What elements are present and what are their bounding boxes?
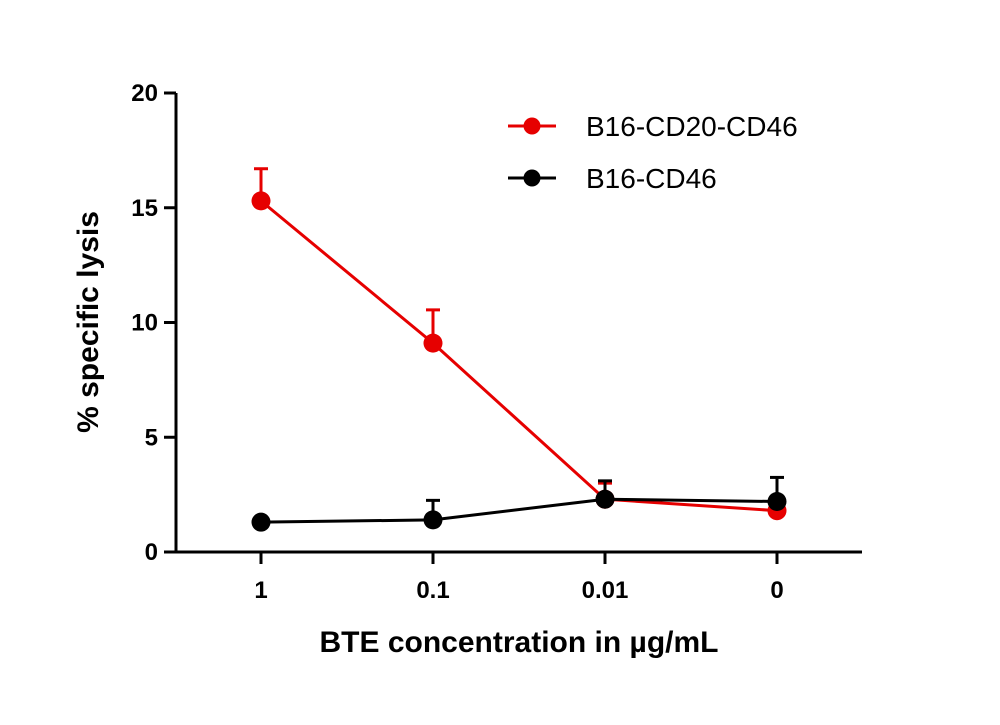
x-tick-label: 0.1 [416,577,449,604]
x-tick-label: 0.01 [582,577,629,604]
y-ticks: 0 5 10 15 20 [131,80,176,566]
y-tick-label: 15 [131,195,158,222]
y-tick-label: 5 [145,424,158,451]
x-axis-title: BTE concentration in µg/mL [320,626,719,659]
y-axis-title: % specific lysis [72,211,105,433]
x-ticks: 1 0.1 0.01 0 [254,552,784,604]
legend-item-b16-cd20-cd46: B16-CD20-CD46 [508,111,798,142]
series-b16-cd46 [251,475,787,532]
legend-marker [523,169,541,187]
x-tick-label: 1 [254,577,267,604]
x-tick-label: 0 [770,577,783,604]
y-tick-label: 10 [131,310,158,337]
legend-marker [523,117,541,135]
legend-item-b16-cd46: B16-CD46 [508,163,717,194]
data-point [423,510,443,530]
series-line [260,199,778,513]
data-point [423,333,443,353]
series-b16-cd20-cd46 [251,167,787,521]
data-point [595,489,615,509]
legend-label: B16-CD46 [586,163,717,194]
data-point [767,492,787,512]
data-point [251,512,271,532]
y-tick-label: 20 [131,80,158,107]
legend-label: B16-CD20-CD46 [586,111,798,142]
series-line [260,497,778,524]
axes [174,93,862,554]
series-layer [251,167,787,532]
y-tick-label: 0 [145,539,158,566]
data-point [251,191,271,211]
legend: B16-CD20-CD46 B16-CD46 [508,111,798,194]
